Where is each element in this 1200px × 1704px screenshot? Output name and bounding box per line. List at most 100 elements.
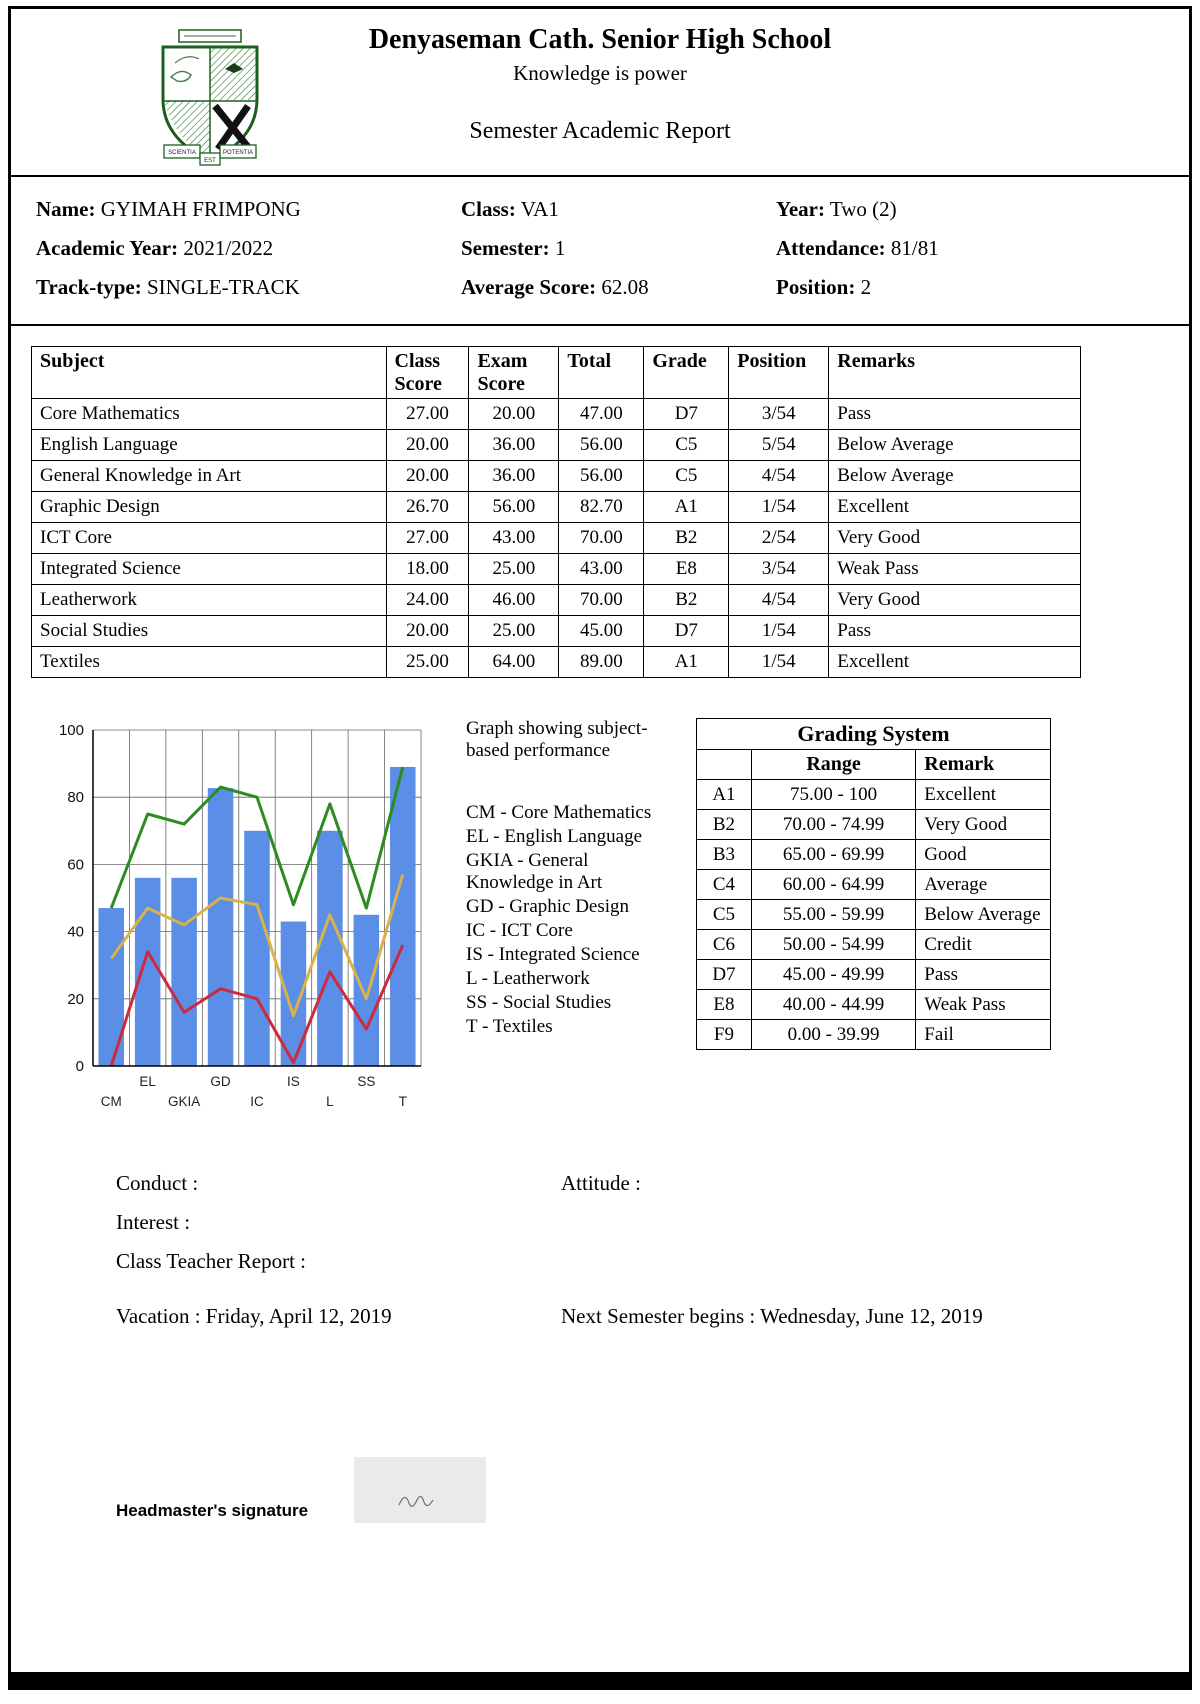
school-crest: SCIENTIA EST POTENTIA <box>161 29 259 166</box>
table-cell: 47.00 <box>558 398 645 430</box>
table-cell: 20.00 <box>385 460 470 492</box>
red-line <box>109 944 405 1067</box>
table-row: Social Studies 20.00 25.00 45.00 D7 1/54 Pass <box>31 615 1081 647</box>
grading-cell: Below Average <box>915 899 1051 930</box>
column-header: Total <box>558 346 645 399</box>
column-header: Class Score <box>385 346 470 399</box>
table-cell: 70.00 <box>558 522 645 554</box>
table-cell: Textiles <box>31 646 387 678</box>
table-cell: C5 <box>643 429 730 461</box>
info-item: Year: Two (2) <box>776 197 1174 222</box>
grading-row: C4 60.00 - 64.99 Average <box>696 869 1051 900</box>
table-cell: 3/54 <box>728 553 830 585</box>
y-tick-label: 80 <box>67 789 84 806</box>
crest-ribbon-right <box>219 144 257 159</box>
table-cell: 43.00 <box>468 522 560 554</box>
grading-row: E8 40.00 - 44.99 Weak Pass <box>696 989 1051 1020</box>
grading-row: B3 65.00 - 69.99 Good <box>696 839 1051 870</box>
table-cell: Pass <box>828 398 1081 430</box>
table-cell: 18.00 <box>385 553 470 585</box>
info-item: Position: 2 <box>776 275 1174 300</box>
table-cell: 89.00 <box>558 646 645 678</box>
info-item: Name: GYIMAH FRIMPONG <box>36 197 461 222</box>
grading-cell: 70.00 - 74.99 <box>750 809 917 840</box>
crest-ribbon-left <box>163 144 201 159</box>
interest-row: Interest : <box>116 1210 1189 1235</box>
bar <box>171 877 197 1066</box>
table-cell: 20.00 <box>468 398 560 430</box>
next-semester-date: Next Semester begins : Wednesday, June 1… <box>561 1304 983 1328</box>
table-row: Core Mathematics 27.00 20.00 47.00 D7 3/54 Pas… <box>31 398 1081 430</box>
y-tick-label: 40 <box>67 924 84 941</box>
table-cell: A1 <box>643 491 730 523</box>
table-cell: 3/54 <box>728 398 830 430</box>
table-cell: D7 <box>643 615 730 647</box>
table-cell: 1/54 <box>728 491 830 523</box>
info-label: Name: <box>36 197 96 221</box>
chart-caption: Graph showing subject-based performance <box>466 718 648 761</box>
column-header: Remarks <box>828 346 1081 399</box>
column-header: Position <box>728 346 830 399</box>
info-label: Attendance: <box>776 236 886 260</box>
table-cell: 5/54 <box>728 429 830 461</box>
table-cell: Core Mathematics <box>31 398 387 430</box>
grading-table-body: A1 75.00 - 100 Excellent B2 70.00 - 74.99 Ver… <box>696 779 1051 1050</box>
x-tick-label: IS <box>287 1074 300 1089</box>
grading-title-row: Grading System <box>696 718 1051 750</box>
abbreviation-line: T - Textiles <box>466 1016 553 1037</box>
grading-cell: C6 <box>696 929 752 960</box>
crest-ribbon-center-text: EST <box>204 158 216 164</box>
header-text: Denyaseman Cath. Senior High School Know… <box>11 9 1189 145</box>
table-cell: Excellent <box>828 491 1081 523</box>
conduct-attitude-row: Conduct : Attitude : <box>116 1171 1189 1196</box>
x-tick-label: GKIA <box>168 1094 200 1109</box>
table-cell: 25.00 <box>468 553 560 585</box>
info-item: Semester: 1 <box>461 236 776 261</box>
grading-column-header <box>696 749 752 780</box>
table-cell: 20.00 <box>385 429 470 461</box>
info-item: Class: VA1 <box>461 197 776 222</box>
table-cell: C5 <box>643 460 730 492</box>
table-row: English Language 20.00 36.00 56.00 C5 5/54 Bel… <box>31 429 1081 461</box>
table-cell: ICT Core <box>31 522 387 554</box>
table-cell: Very Good <box>828 584 1081 616</box>
grading-row: B2 70.00 - 74.99 Very Good <box>696 809 1051 840</box>
chart-wrap: 0 20 40 60 80 100 CM EL GKIA GD IC IS L SS T <box>41 718 441 1125</box>
grading-row: D7 45.00 - 49.99 Pass <box>696 959 1051 990</box>
report-header: SCIENTIA EST POTENTIA Denyaseman Cath. S… <box>11 9 1189 177</box>
table-cell: Excellent <box>828 646 1081 678</box>
grading-cell: 45.00 - 49.99 <box>750 959 917 990</box>
abbreviation-line: L - Leatherwork <box>466 968 590 989</box>
abbreviation-line: SS - Social Studies <box>466 992 612 1013</box>
table-cell: 36.00 <box>468 460 560 492</box>
crest-emblem-feather <box>174 56 200 64</box>
info-label: Track-type: <box>36 275 142 299</box>
grading-cell: Pass <box>915 959 1051 990</box>
abbreviation-line: GKIA - General Knowledge in Art <box>466 850 603 893</box>
grading-cell: 55.00 - 59.99 <box>750 899 917 930</box>
subject-abbreviations: CM - Core Mathematics EL - English Langua… <box>466 802 671 1038</box>
grading-cell: Average <box>915 869 1051 900</box>
grading-cell: Good <box>915 839 1051 870</box>
grading-cell: 40.00 - 44.99 <box>750 989 917 1020</box>
table-cell: E8 <box>643 553 730 585</box>
grading-column-header: Remark <box>915 749 1051 780</box>
info-label: Class: <box>461 197 516 221</box>
table-cell: 27.00 <box>385 398 470 430</box>
y-tick-label: 0 <box>76 1058 84 1075</box>
x-tick-label: IC <box>250 1094 264 1109</box>
green-line <box>109 766 405 910</box>
signature-section: Headmaster's signature <box>116 1457 816 1529</box>
table-cell: 43.00 <box>558 553 645 585</box>
table-cell: 25.00 <box>468 615 560 647</box>
school-name: Denyaseman Cath. Senior High School <box>368 24 832 55</box>
grading-cell: A1 <box>696 779 752 810</box>
grading-cell: 75.00 - 100 <box>750 779 917 810</box>
table-row: Integrated Science 18.00 25.00 43.00 E8 3/54 W… <box>31 553 1081 585</box>
info-value: 62.08 <box>596 275 649 299</box>
info-value: Two (2) <box>824 197 897 221</box>
crest-quadrant-tr <box>210 48 256 100</box>
grading-cell: Credit <box>915 929 1051 960</box>
bar <box>317 830 343 1066</box>
table-cell: 26.70 <box>385 491 470 523</box>
